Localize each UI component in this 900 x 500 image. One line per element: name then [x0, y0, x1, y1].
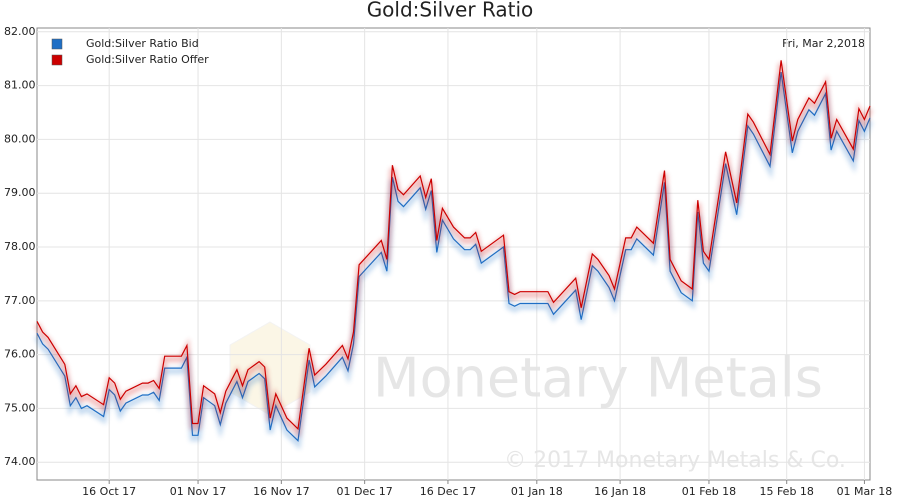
- copyright: © 2017 Monetary Metals & Co.: [504, 448, 846, 473]
- y-tick-label: 77.00: [4, 294, 36, 307]
- date-label: Fri, Mar 2,2018: [782, 37, 865, 50]
- x-tick-label: 16 Dec 17: [420, 485, 476, 498]
- x-tick-label: 01 Feb 18: [682, 485, 736, 498]
- grid: 74.00 75.00 76.00 77.00 78.00 79.00 80.00 81.00…: [4, 25, 892, 498]
- legend-label: Gold:Silver Ratio Bid: [86, 37, 199, 50]
- marks: [34, 60, 873, 450]
- y-tick-label: 75.00: [4, 401, 36, 414]
- legend-swatch: [51, 54, 63, 66]
- x-tick-label: 16 Nov 17: [253, 485, 309, 498]
- y-tick-label: 74.00: [4, 455, 36, 468]
- chart-title: Gold:Silver Ratio: [367, 0, 534, 22]
- y-tick-label: 81.00: [4, 79, 36, 92]
- x-tick-label: 01 Jan 18: [511, 485, 563, 498]
- y-tick-label: 82.00: [4, 25, 36, 38]
- x-tick-label: 16 Jan 18: [594, 485, 646, 498]
- legend-label: Gold:Silver Ratio Offer: [86, 53, 209, 66]
- x-tick-label: 15 Feb 18: [759, 485, 813, 498]
- y-tick-label: 78.00: [4, 240, 36, 253]
- x-tick-label: 16 Oct 17: [82, 485, 136, 498]
- series-line: [36, 60, 871, 431]
- x-tick-label: 01 Nov 17: [170, 485, 226, 498]
- plot-area: [36, 27, 871, 481]
- y-tick-label: 76.00: [4, 348, 36, 361]
- x-tick-label: 01 Dec 17: [337, 485, 393, 498]
- y-tick-label: 80.00: [4, 132, 36, 145]
- y-tick-label: 79.00: [4, 186, 36, 199]
- legend: Gold:Silver Ratio Bid Gold:Silver Ratio O…: [51, 37, 209, 66]
- watermark: Monetary Metals: [373, 347, 823, 410]
- x-tick-label: 01 Mar 18: [837, 485, 893, 498]
- legend-swatch: [51, 38, 63, 50]
